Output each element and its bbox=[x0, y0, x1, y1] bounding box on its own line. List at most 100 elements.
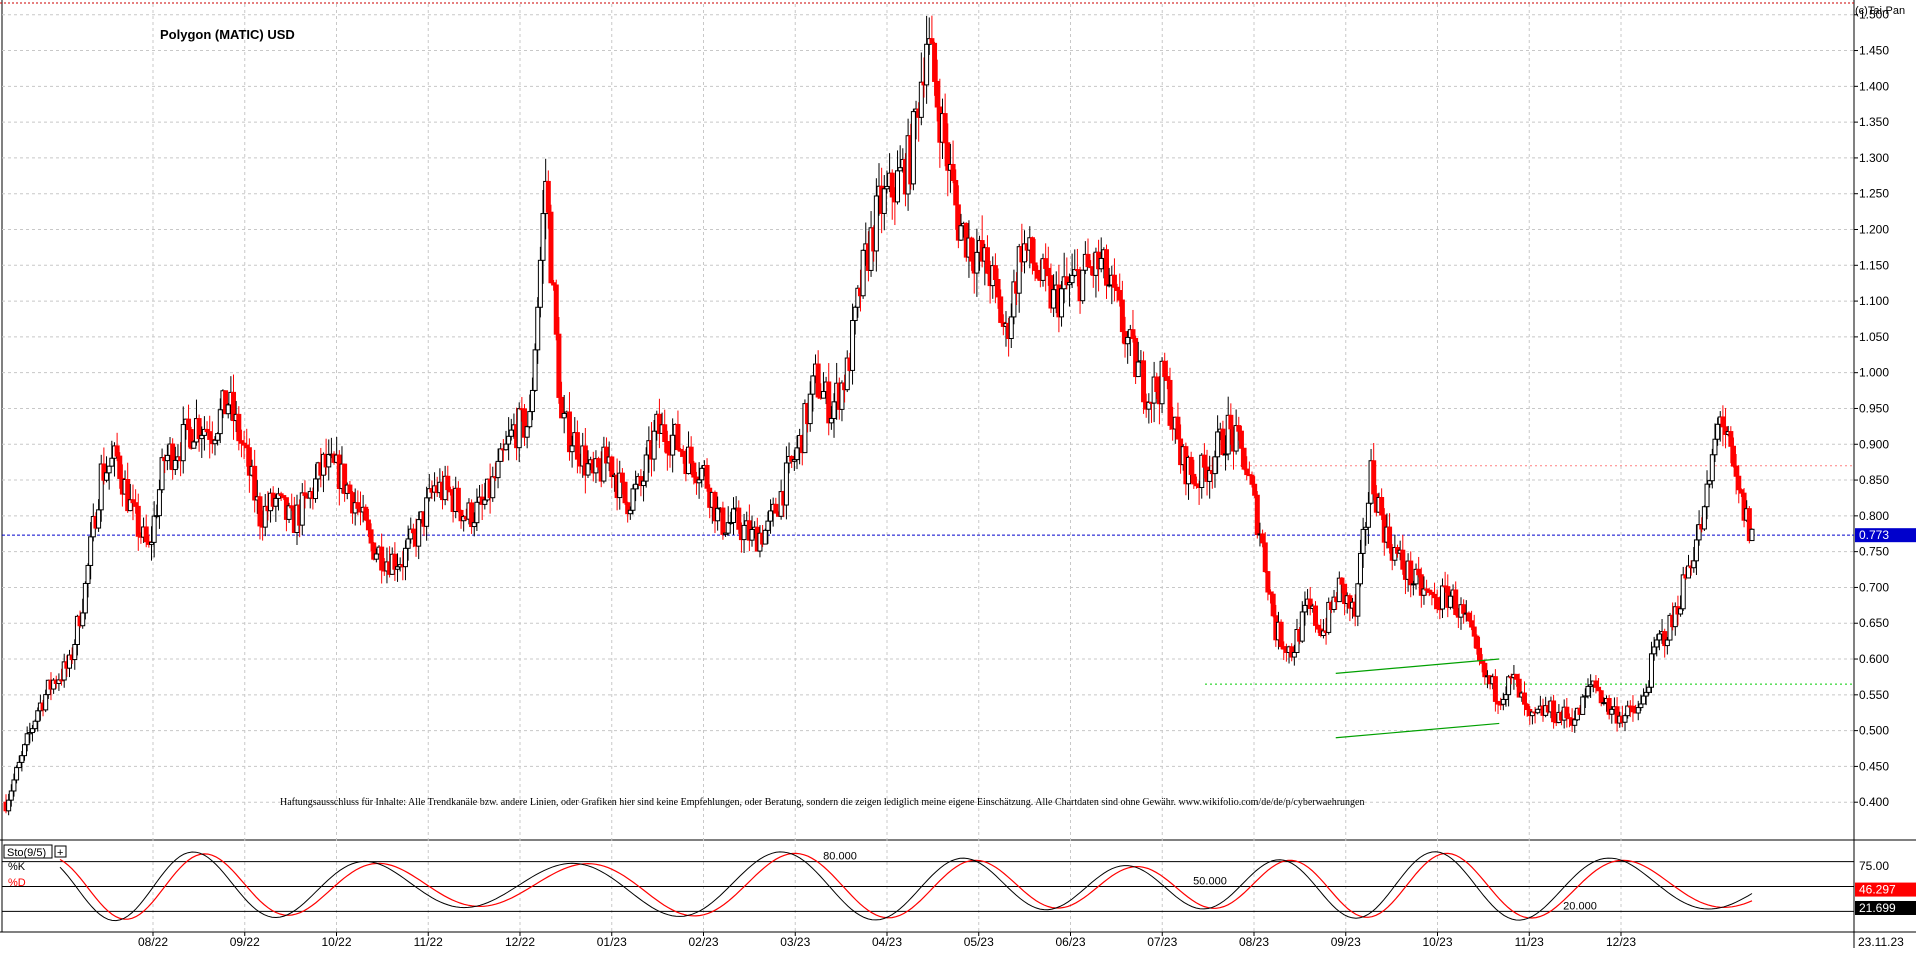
candle-body bbox=[881, 188, 887, 214]
candle-body bbox=[1193, 483, 1199, 487]
candlestick-series bbox=[3, 15, 1755, 816]
candle-body bbox=[252, 465, 258, 501]
candle-body bbox=[889, 172, 895, 198]
disclaimer-text: Haftungsausschluss für Inhalte: Alle Tre… bbox=[280, 797, 1365, 808]
candle-body bbox=[1477, 647, 1483, 662]
candle-body bbox=[662, 424, 668, 443]
candle-body bbox=[955, 204, 961, 241]
candle-body bbox=[633, 483, 639, 490]
candle-body bbox=[1686, 565, 1692, 579]
candle-body bbox=[1572, 719, 1578, 726]
candle-body bbox=[125, 478, 131, 512]
candle-body bbox=[625, 502, 631, 515]
candle-body bbox=[1482, 662, 1488, 678]
candle-body bbox=[191, 441, 197, 449]
candle-body bbox=[1191, 473, 1197, 485]
candle-body bbox=[1606, 698, 1612, 715]
candle-body bbox=[815, 363, 821, 398]
candle-body bbox=[445, 475, 451, 491]
candle-body bbox=[1164, 376, 1170, 381]
x-end-label: 23.11.23 bbox=[1858, 935, 1904, 948]
candle-body bbox=[143, 526, 149, 543]
candle-body bbox=[1064, 276, 1070, 286]
candle-body bbox=[699, 467, 705, 481]
candle-body bbox=[1154, 376, 1160, 393]
candle-body bbox=[474, 501, 480, 524]
candle-body bbox=[313, 478, 319, 500]
candle-body bbox=[715, 507, 721, 522]
candle-body bbox=[1072, 269, 1078, 276]
candle-body bbox=[302, 492, 308, 496]
candle-body bbox=[773, 503, 779, 514]
candle-body bbox=[1582, 695, 1588, 698]
candle-body bbox=[535, 306, 541, 351]
candle-body bbox=[741, 524, 747, 541]
candle-body bbox=[609, 456, 615, 478]
candle-body bbox=[831, 401, 837, 419]
candle-body bbox=[1236, 425, 1242, 432]
candle-body bbox=[1016, 246, 1022, 294]
candle-body bbox=[1320, 630, 1326, 637]
candle-body bbox=[1529, 711, 1535, 717]
y-tick-label: 0.650 bbox=[1859, 616, 1889, 630]
candle-body bbox=[1704, 483, 1710, 508]
candle-body bbox=[1032, 262, 1038, 271]
d-label: %D bbox=[8, 877, 26, 889]
candle-body bbox=[1162, 360, 1168, 378]
candle-body bbox=[910, 111, 916, 185]
candle-body bbox=[199, 434, 205, 440]
candle-body bbox=[1336, 577, 1342, 603]
x-tick-label: 06/23 bbox=[1055, 935, 1085, 948]
candle-body bbox=[66, 654, 72, 669]
y-tick-label: 0.950 bbox=[1859, 401, 1889, 415]
level-lines bbox=[2, 465, 1854, 685]
candle-body bbox=[897, 167, 903, 172]
candle-body bbox=[365, 519, 371, 531]
candle-body bbox=[1339, 577, 1345, 585]
candle-body bbox=[1664, 639, 1670, 647]
candle-body bbox=[551, 282, 557, 286]
candle-body bbox=[392, 553, 398, 570]
candle-body bbox=[1085, 253, 1091, 268]
x-tick-label: 10/23 bbox=[1422, 935, 1452, 948]
candle-body bbox=[1035, 269, 1041, 279]
candle-body bbox=[1715, 423, 1721, 440]
candle-body bbox=[1215, 431, 1221, 458]
candle-body bbox=[212, 439, 218, 445]
candle-body bbox=[1278, 621, 1284, 648]
candle-body bbox=[1331, 596, 1337, 610]
candle-body bbox=[569, 445, 575, 453]
x-tick-label: 08/23 bbox=[1239, 935, 1269, 948]
candle-body bbox=[1130, 329, 1136, 340]
candle-body bbox=[1299, 611, 1305, 642]
candle-body bbox=[1598, 690, 1604, 704]
candle-body bbox=[574, 432, 580, 460]
candle-body bbox=[1357, 552, 1363, 585]
candle-body bbox=[1469, 620, 1475, 628]
candle-body bbox=[1625, 705, 1631, 717]
candle-body bbox=[215, 433, 221, 441]
candle-body bbox=[1495, 700, 1501, 705]
candle-body bbox=[884, 185, 890, 190]
candle-body bbox=[1741, 492, 1747, 521]
candle-body bbox=[471, 522, 477, 528]
candle-body bbox=[114, 445, 120, 457]
candle-body bbox=[617, 472, 623, 499]
candle-body bbox=[85, 564, 91, 584]
candle-body bbox=[188, 429, 194, 449]
candle-body bbox=[1059, 288, 1065, 318]
candle-body bbox=[231, 391, 237, 422]
candle-body bbox=[850, 320, 856, 371]
candle-body bbox=[802, 403, 808, 454]
y-tick-label: 1.350 bbox=[1859, 115, 1889, 129]
candle-body bbox=[88, 536, 94, 566]
candle-body bbox=[852, 306, 858, 322]
candle-body bbox=[1265, 571, 1271, 593]
candle-body bbox=[1188, 456, 1194, 475]
candle-body bbox=[1355, 583, 1361, 617]
candle-body bbox=[585, 463, 591, 476]
candle-body bbox=[924, 43, 930, 86]
x-tick-label: 04/23 bbox=[872, 935, 902, 948]
